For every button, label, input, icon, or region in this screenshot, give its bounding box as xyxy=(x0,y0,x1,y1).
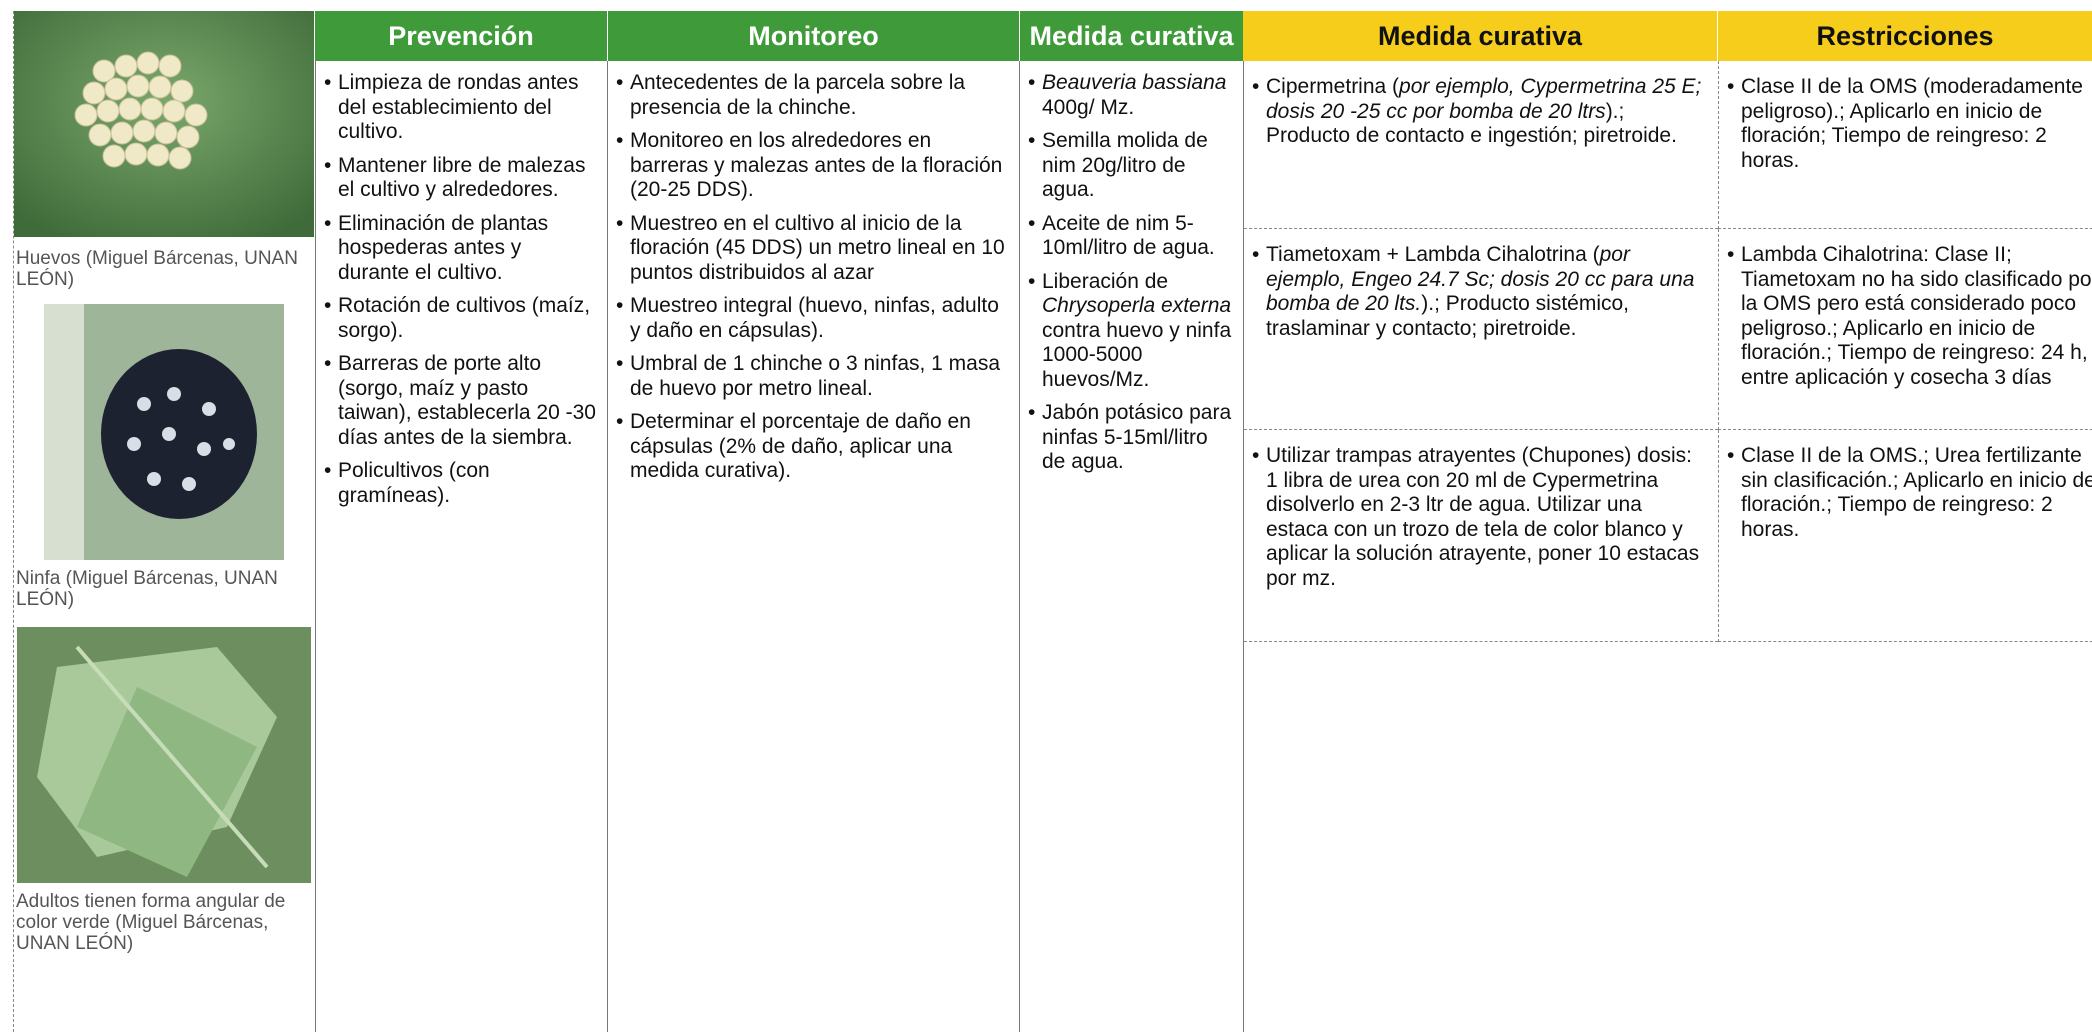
text-run: Beauveria bassiana xyxy=(1042,71,1227,94)
text-run: Tiametoxam + Lambda Cihalotrina ( xyxy=(1266,243,1600,266)
bullet-item: Liberación de Chrysoperla externa contra… xyxy=(1020,270,1233,393)
bullet-item: Jabón potásico para ninfas 5-15ml/litro … xyxy=(1020,401,1233,475)
bullet-item: Umbral de 1 chinche o 3 ninfas, 1 masa d… xyxy=(608,352,1009,401)
bullet-item: Lambda Cihalotrina: Clase II; Tiametoxam… xyxy=(1719,243,2092,390)
caption: Adultos tienen forma angular de color ve… xyxy=(16,891,286,954)
bullet-item: Muestreo en el cultivo al inicio de la f… xyxy=(608,212,1009,286)
item-text: Mantener libre de malezas el cultivo y a… xyxy=(338,153,586,202)
bullet-item: Policultivos (con gramíneas). xyxy=(316,459,597,508)
item-text: Rotación de cultivos (maíz, sorgo). xyxy=(338,294,591,342)
column: Beauveria bassiana 400g/ Mz. Semilla moli… xyxy=(1019,61,1243,1032)
column: Antecedentes de la parcela sobre la pres… xyxy=(607,61,1019,1032)
item-text: Clase II de la OMS.; Urea fertilizante s… xyxy=(1741,444,2092,541)
header-cell: Restricciones xyxy=(1717,11,2092,61)
item-text: Jabón potásico para ninfas 5-15ml/litro … xyxy=(1042,401,1232,473)
text-run: Liberación de xyxy=(1042,269,1169,293)
item-text: Umbral de 1 chinche o 3 ninfas, 1 masa d… xyxy=(630,352,1001,400)
item-text: Clase II de la OMS (moderadamente peligr… xyxy=(1741,75,2083,172)
item-text: Determinar el porcentaje de daño en cáps… xyxy=(630,410,971,482)
list: Clase II de la OMS.; Urea fertilizante s… xyxy=(1719,444,2092,542)
item-text: Lambda Cihalotrina: Clase II; Tiametoxam… xyxy=(1741,243,2092,389)
text-run: contra huevo y ninfa 1000-5000 huevos/Mz… xyxy=(1042,318,1232,391)
item-text: Semilla molida de nim 20g/litro de agua. xyxy=(1042,129,1208,201)
text-run: ).; Producto sistémico, traslaminar y co… xyxy=(1266,292,1629,340)
list: Beauveria bassiana 400g/ Mz. Semilla moli… xyxy=(1020,71,1233,475)
chemical-section: Cipermetrina (por ejemplo, Cypermetrina … xyxy=(1243,61,2092,1032)
caption: Ninfa (Miguel Bárcenas, UNAN LEÓN) xyxy=(16,568,278,610)
bullet-item: Antecedentes de la parcela sobre la pres… xyxy=(608,71,1009,120)
bullet-item: Limpieza de rondas antes del establecimi… xyxy=(316,71,597,145)
bullet-item: Monitoreo en los alrededores en barreras… xyxy=(608,129,1009,203)
bullet-item: Clase II de la OMS.; Urea fertilizante s… xyxy=(1719,444,2092,542)
bullet-item: Cipermetrina (por ejemplo, Cypermetrina … xyxy=(1244,75,1708,149)
text-run: ).; Producto de contacto e ingestión; pi… xyxy=(1266,99,1677,148)
text-run: 400g/ Mz. xyxy=(1042,95,1135,119)
item-text: Policultivos (con gramíneas). xyxy=(338,459,490,507)
list: Antecedentes de la parcela sobre la pres… xyxy=(608,71,1009,484)
item-text: Muestreo en el cultivo al inicio de la f… xyxy=(630,211,1005,284)
text-run: por ejemplo, Engeo 24.7 Sc; dosis 20 cc … xyxy=(1266,243,1695,315)
header-cell: Monitoreo xyxy=(607,11,1019,61)
text-run: Cipermetrina ( xyxy=(1266,75,1400,98)
item-text: Aceite de nim 5-10ml/litro de agua. xyxy=(1042,211,1215,260)
item-text: Antecedentes de la parcela sobre la pres… xyxy=(630,71,966,119)
list: Cipermetrina (por ejemplo, Cypermetrina … xyxy=(1244,75,1708,149)
bullet-item: Aceite de nim 5-10ml/litro de agua. xyxy=(1020,212,1233,261)
bullet-item: Mantener libre de malezas el cultivo y a… xyxy=(316,154,597,203)
text-run: por ejemplo, Cypermetrina 25 E; dosis 20… xyxy=(1266,75,1702,123)
column: Limpieza de rondas antes del establecimi… xyxy=(315,61,607,1032)
bullet-item: Eliminación de plantas hospederas antes … xyxy=(316,212,597,286)
item-text: Limpieza de rondas antes del establecimi… xyxy=(338,71,579,143)
list: Tiametoxam + Lambda Cihalotrina (por eje… xyxy=(1244,243,1708,341)
caption: Huevos (Miguel Bárcenas, UNAN LEÓN) xyxy=(16,248,298,290)
bullet-item: Determinar el porcentaje de daño en cáps… xyxy=(608,410,1009,484)
bullet-item: Muestreo integral (huevo, ninfas, adulto… xyxy=(608,294,1009,343)
bullet-item: Clase II de la OMS (moderadamente peligr… xyxy=(1719,75,2092,173)
bullet-item: Semilla molida de nim 20g/litro de agua. xyxy=(1020,129,1233,203)
text-run: Chrysoperla externa xyxy=(1042,294,1232,317)
item-text: Barreras de porte alto (sorgo, maíz y pa… xyxy=(338,352,596,449)
image-column: Huevos (Miguel Bárcenas, UNAN LEÓN) Ninf… xyxy=(13,11,315,1032)
header-cell: Medida curativa xyxy=(1019,11,1243,61)
item-text: Eliminación de plantas hospederas antes … xyxy=(338,211,549,284)
table-cell: Tiametoxam + Lambda Cihalotrina (por eje… xyxy=(1244,229,1718,430)
item-text: Muestreo integral (huevo, ninfas, adulto… xyxy=(630,294,999,342)
list: Limpieza de rondas antes del establecimi… xyxy=(316,71,597,508)
table-cell: Clase II de la OMS.; Urea fertilizante s… xyxy=(1718,430,2092,642)
nymph-photo xyxy=(44,304,284,560)
table-cell: Utilizar trampas atrayentes (Chupones) d… xyxy=(1244,430,1718,642)
table-cell: Cipermetrina (por ejemplo, Cypermetrina … xyxy=(1244,61,1718,229)
list: Utilizar trampas atrayentes (Chupones) d… xyxy=(1244,444,1708,591)
list: Lambda Cihalotrina: Clase II; Tiametoxam… xyxy=(1719,243,2092,390)
eggs-photo xyxy=(14,11,314,237)
table-cell: Lambda Cihalotrina: Clase II; Tiametoxam… xyxy=(1718,229,2092,430)
item-text: Utilizar trampas atrayentes (Chupones) d… xyxy=(1266,444,1700,590)
item-text: Monitoreo en los alrededores en barreras… xyxy=(630,129,1003,201)
adult-photo xyxy=(17,627,311,883)
header-cell: Medida curativa xyxy=(1243,11,1717,61)
header-cell: Prevención xyxy=(315,11,607,61)
table-cell: Clase II de la OMS (moderadamente peligr… xyxy=(1718,61,2092,229)
list: Clase II de la OMS (moderadamente peligr… xyxy=(1719,75,2092,173)
bullet-item: Utilizar trampas atrayentes (Chupones) d… xyxy=(1244,444,1708,591)
bullet-item: Beauveria bassiana 400g/ Mz. xyxy=(1020,71,1233,120)
bullet-item: Barreras de porte alto (sorgo, maíz y pa… xyxy=(316,352,597,450)
bullet-item: Tiametoxam + Lambda Cihalotrina (por eje… xyxy=(1244,243,1708,341)
bullet-item: Rotación de cultivos (maíz, sorgo). xyxy=(316,294,597,343)
